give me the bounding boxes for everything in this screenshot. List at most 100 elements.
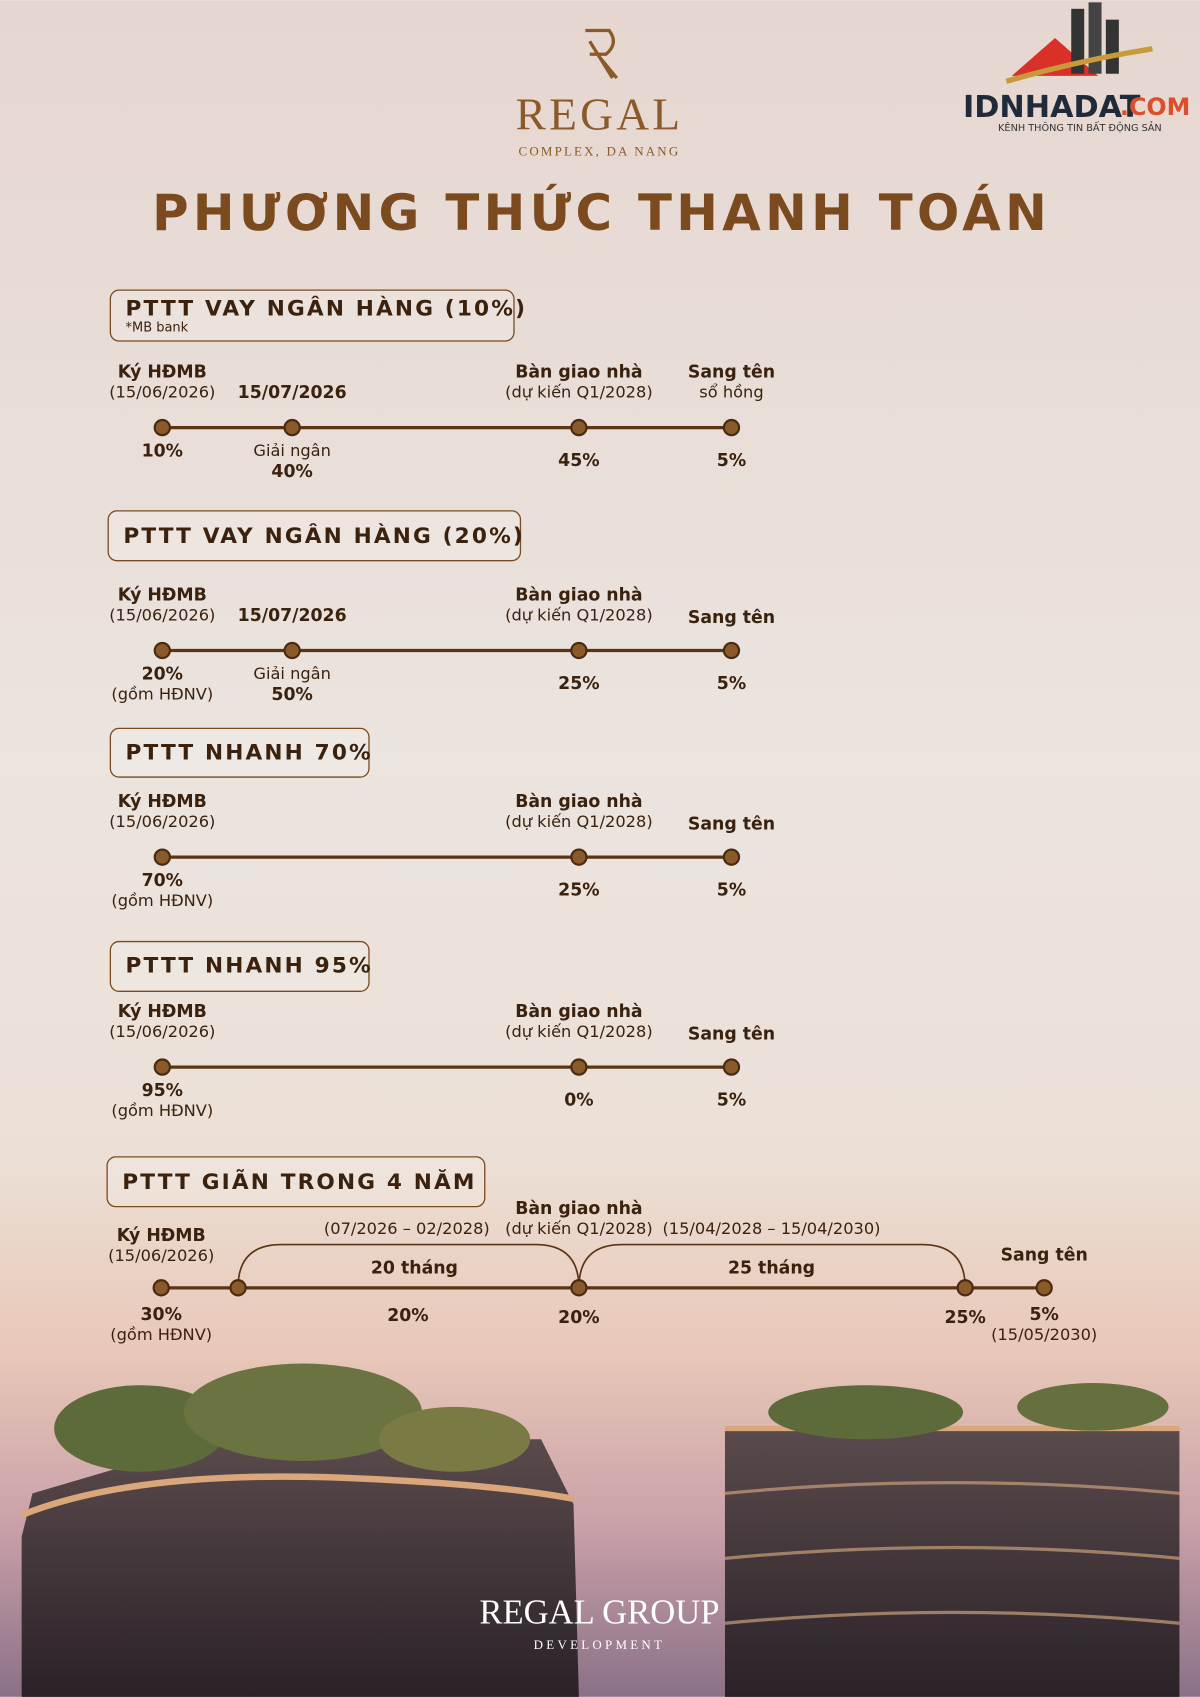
plan-box (107, 510, 522, 562)
milestone-value: 50% (271, 685, 312, 705)
period-arc (237, 1243, 580, 1288)
milestone-label: (dự kiến Q1/2028) (505, 382, 653, 401)
milestone-label: (15/06/2026) (109, 605, 215, 624)
period-amount: 20% (387, 1306, 428, 1326)
timeline-node (283, 418, 301, 437)
milestone-value: 25% (558, 674, 599, 694)
plan-title: PTTT GIÃN TRONG 4 NĂM (122, 1169, 476, 1195)
timeline-node (570, 1279, 588, 1297)
milestone-value: 25% (558, 881, 599, 901)
watermark-tagline: KÊNH THÔNG TIN BẤT ĐỘNG SẢN (998, 120, 1162, 134)
footer-sub: DEVELOPMENT (534, 1637, 666, 1652)
period-range: (07/2026 – 02/2028) (324, 1219, 490, 1238)
timeline-node (956, 1279, 974, 1297)
milestone-label: 15/07/2026 (238, 606, 347, 626)
milestone-label: Bàn giao nhà (515, 362, 642, 382)
milestone-label: Sang tên (688, 815, 775, 835)
timeline-node (722, 641, 741, 660)
plan-title: PTTT VAY NGÂN HÀNG (20%) (123, 523, 525, 549)
period-range: (15/04/2028 – 15/04/2030) (662, 1219, 880, 1238)
milestone-label: (dự kiến Q1/2028) (505, 1022, 653, 1041)
timeline-node (1035, 1279, 1053, 1297)
milestone-label: Bàn giao nhà (515, 1199, 642, 1219)
milestone-label: (15/06/2026) (109, 1022, 215, 1041)
milestone-value: (15/05/2030) (991, 1325, 1097, 1344)
plan-box (106, 1156, 486, 1208)
milestone-label: Ký HĐMB (118, 792, 207, 812)
timeline-node (570, 418, 588, 437)
timeline-node (229, 1279, 247, 1297)
timeline-node (153, 848, 171, 866)
milestone-value: 5% (717, 1091, 746, 1111)
plan-box (109, 727, 370, 778)
brand: REGAL (516, 90, 684, 140)
milestone-value: 20% (558, 1308, 599, 1328)
milestone-label: Ký HĐMB (118, 362, 207, 382)
milestone-value: 45% (558, 451, 599, 471)
milestone-value: Giải ngân (253, 664, 330, 683)
timeline-node (153, 641, 171, 660)
brand-sub: COMPLEX, DA NANG (519, 144, 681, 159)
milestone-value: (gồm HĐNV) (110, 1325, 212, 1344)
milestone-label: Sang tên (688, 362, 775, 382)
milestone-value: 25% (944, 1308, 985, 1328)
milestone-label: Bàn giao nhà (515, 1002, 642, 1022)
milestone-label: Ký HĐMB (117, 1226, 206, 1246)
milestone-label: Bàn giao nhà (515, 585, 642, 605)
milestone-label: sổ hồng (699, 382, 763, 401)
timeline-node (283, 641, 301, 660)
milestone-value: 5% (1029, 1305, 1058, 1325)
watermark-domain: .COM (1120, 93, 1190, 121)
plan-box (109, 940, 370, 992)
milestone-value: 10% (142, 441, 183, 461)
buildings (20, 1363, 1180, 1697)
milestone-value: 40% (271, 462, 312, 482)
milestone-value: (gồm HĐNV) (111, 891, 213, 910)
milestone-value: 30% (141, 1305, 182, 1325)
plan-title: PTTT NHANH 70% (126, 740, 373, 765)
timeline-node (570, 641, 588, 660)
timeline-node (722, 1058, 741, 1076)
milestone-value: (gồm HĐNV) (111, 684, 213, 703)
milestone-value: 5% (717, 881, 746, 901)
timeline-node (152, 1279, 170, 1297)
milestone-label: Sang tên (688, 608, 775, 628)
plan-title: PTTT VAY NGÂN HÀNG (10%) (126, 296, 528, 322)
milestone-value: (gồm HĐNV) (111, 1101, 213, 1120)
plan-note: *MB bank (126, 321, 189, 336)
page-title: PHƯƠNG THỨC THANH TOÁN (152, 183, 1051, 242)
milestone-label: 15/07/2026 (238, 383, 347, 403)
milestone-value: Giải ngân (253, 441, 330, 460)
period-duration: 25 tháng (728, 1258, 815, 1278)
milestone-value: 5% (717, 451, 746, 471)
watermark-name: IDNHADAT (963, 90, 1141, 125)
milestone-value: 95% (142, 1081, 183, 1101)
timeline-node (570, 1058, 588, 1076)
plan-title: PTTT NHANH 95% (126, 953, 373, 978)
milestone-label: (15/06/2026) (109, 812, 215, 831)
regal-logo: REGAL COMPLEX, DA NANG (516, 28, 684, 159)
milestone-label: (dự kiến Q1/2028) (505, 1219, 653, 1238)
milestone-value: 5% (717, 674, 746, 694)
period-arc (578, 1243, 967, 1288)
plan-box (109, 289, 515, 342)
milestone-label: (dự kiến Q1/2028) (505, 605, 653, 624)
milestone-value: 0% (564, 1091, 593, 1111)
milestone-label: (dự kiến Q1/2028) (505, 812, 653, 831)
timeline-node (570, 848, 588, 866)
milestone-label: Sang tên (1001, 1245, 1088, 1265)
timeline-node (722, 418, 741, 437)
watermark: IDNHADAT .COM KÊNH THÔNG TIN BẤT ĐỘNG SẢ… (963, 2, 1190, 134)
timeline-node (153, 418, 171, 437)
milestone-label: Ký HĐMB (118, 1002, 207, 1022)
footer-brand: REGAL GROUP (479, 1594, 719, 1632)
timeline-node (722, 848, 741, 866)
milestone-label: (15/06/2026) (108, 1246, 214, 1265)
milestone-value: 20% (142, 664, 183, 684)
milestone-value: 70% (142, 871, 183, 891)
milestone-label: Sang tên (688, 1025, 775, 1045)
milestone-label: Ký HĐMB (118, 585, 207, 605)
timeline-node (153, 1058, 171, 1076)
